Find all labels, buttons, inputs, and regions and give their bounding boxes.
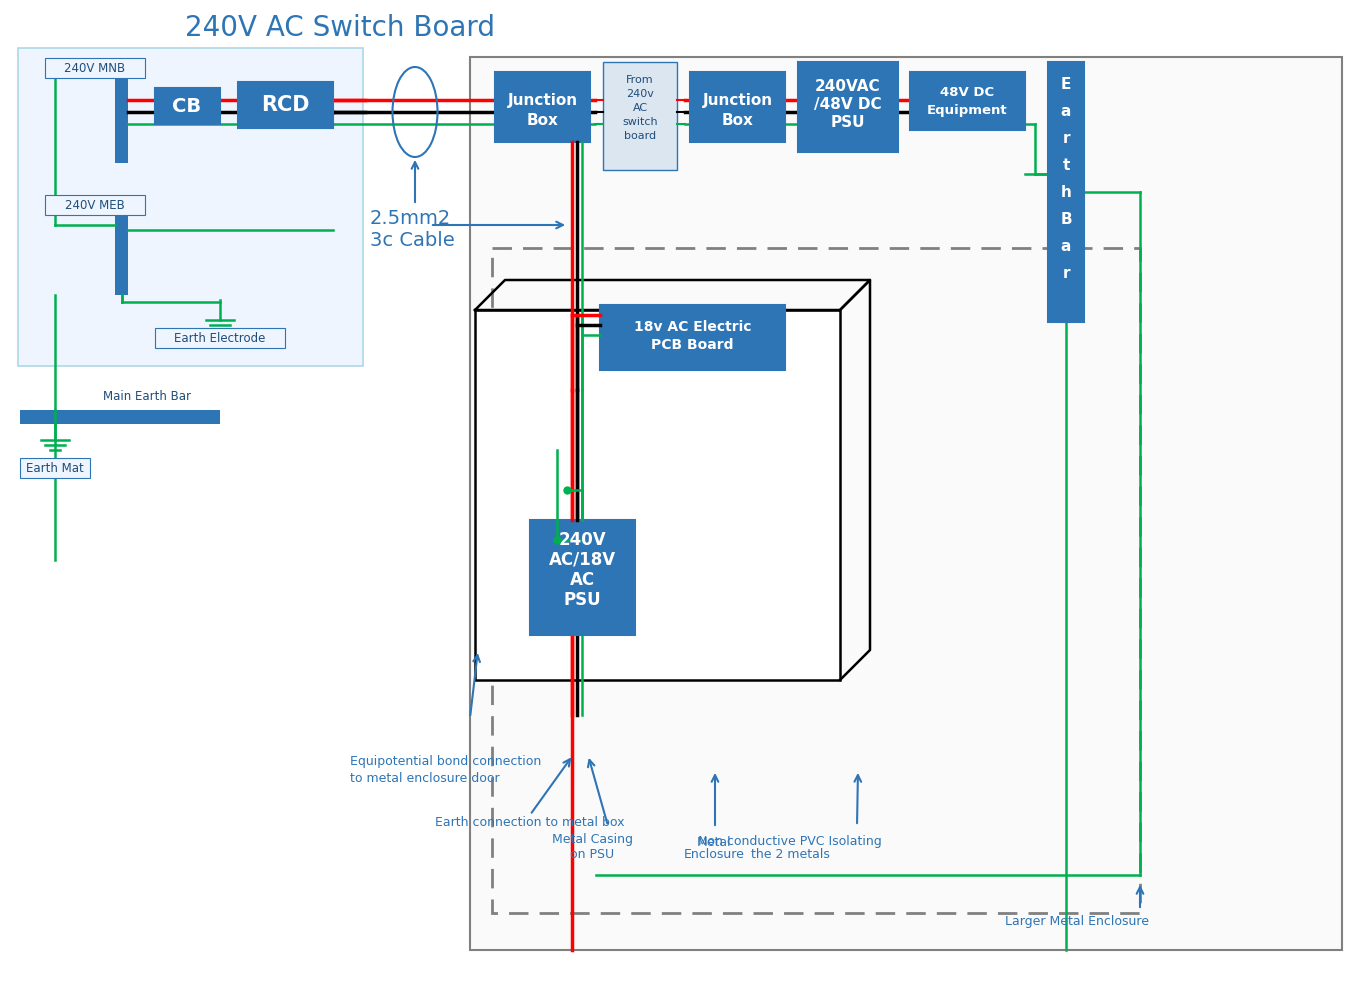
Text: Non conductive PVC Isolating: Non conductive PVC Isolating bbox=[698, 836, 883, 848]
Text: the 2 metals: the 2 metals bbox=[750, 848, 829, 861]
Text: 240V AC Switch Board: 240V AC Switch Board bbox=[186, 14, 495, 42]
Bar bbox=[20, 458, 90, 478]
Bar bbox=[690, 72, 786, 142]
Bar bbox=[492, 248, 1140, 913]
Text: AC: AC bbox=[633, 103, 648, 113]
Bar bbox=[237, 82, 333, 128]
Text: RCD: RCD bbox=[261, 95, 310, 115]
Text: to metal enclosure door: to metal enclosure door bbox=[351, 772, 499, 785]
Bar bbox=[495, 72, 591, 142]
Text: a: a bbox=[1061, 104, 1071, 119]
Text: Main Earth Bar: Main Earth Bar bbox=[104, 389, 191, 402]
Text: CB: CB bbox=[172, 97, 202, 116]
Text: E: E bbox=[1061, 76, 1071, 92]
Text: AC: AC bbox=[570, 571, 595, 589]
Text: From: From bbox=[626, 75, 653, 85]
Text: PCB Board: PCB Board bbox=[651, 338, 734, 352]
Bar bbox=[155, 88, 220, 124]
Text: h: h bbox=[1061, 184, 1072, 199]
Bar bbox=[475, 310, 840, 680]
Bar bbox=[115, 215, 128, 295]
Bar bbox=[18, 48, 363, 366]
Text: Metal Casing: Metal Casing bbox=[551, 834, 633, 846]
Text: Junction: Junction bbox=[507, 93, 577, 108]
Text: 240V MEB: 240V MEB bbox=[65, 198, 125, 211]
Text: Metal: Metal bbox=[697, 836, 731, 848]
Text: Box: Box bbox=[527, 113, 558, 128]
Text: Junction: Junction bbox=[702, 93, 772, 108]
Text: 18v AC Electric: 18v AC Electric bbox=[634, 320, 752, 334]
Text: Box: Box bbox=[722, 113, 753, 128]
Bar bbox=[910, 72, 1024, 130]
Text: switch: switch bbox=[622, 117, 657, 127]
Text: 240V: 240V bbox=[559, 531, 607, 549]
Text: r: r bbox=[1063, 131, 1069, 146]
Bar bbox=[600, 305, 786, 370]
Bar bbox=[471, 57, 1342, 950]
Text: /48V DC: /48V DC bbox=[814, 97, 881, 112]
Text: on PSU: on PSU bbox=[570, 847, 614, 860]
Text: Equipotential bond connection: Equipotential bond connection bbox=[351, 756, 542, 769]
Text: 48V DC: 48V DC bbox=[940, 86, 994, 99]
Text: PSU: PSU bbox=[831, 115, 865, 130]
Text: Earth Electrode: Earth Electrode bbox=[175, 332, 266, 344]
Bar bbox=[155, 328, 285, 348]
Text: PSU: PSU bbox=[563, 591, 602, 609]
Bar bbox=[798, 62, 898, 152]
Text: 3c Cable: 3c Cable bbox=[370, 230, 454, 249]
Text: a: a bbox=[1061, 238, 1071, 254]
Bar bbox=[45, 58, 145, 78]
Bar bbox=[45, 195, 145, 215]
Text: Larger Metal Enclosure: Larger Metal Enclosure bbox=[1005, 915, 1148, 929]
Bar bbox=[20, 410, 220, 424]
Text: 240VAC: 240VAC bbox=[816, 78, 881, 94]
Bar bbox=[1048, 62, 1084, 322]
Text: 240v: 240v bbox=[626, 89, 653, 99]
Bar bbox=[603, 62, 677, 170]
Bar bbox=[531, 520, 636, 635]
Text: board: board bbox=[623, 131, 656, 141]
Bar bbox=[115, 78, 128, 163]
Text: t: t bbox=[1063, 158, 1069, 172]
Text: Earth connection to metal box: Earth connection to metal box bbox=[435, 816, 625, 829]
Text: 2.5mm2: 2.5mm2 bbox=[370, 208, 451, 227]
Text: Equipment: Equipment bbox=[928, 104, 1008, 117]
Text: Earth Mat: Earth Mat bbox=[26, 462, 83, 475]
Text: r: r bbox=[1063, 266, 1069, 281]
Text: 240V MNB: 240V MNB bbox=[64, 61, 125, 74]
Text: Enclosure: Enclosure bbox=[683, 848, 745, 861]
Text: B: B bbox=[1060, 211, 1072, 226]
Text: AC/18V: AC/18V bbox=[548, 551, 617, 569]
